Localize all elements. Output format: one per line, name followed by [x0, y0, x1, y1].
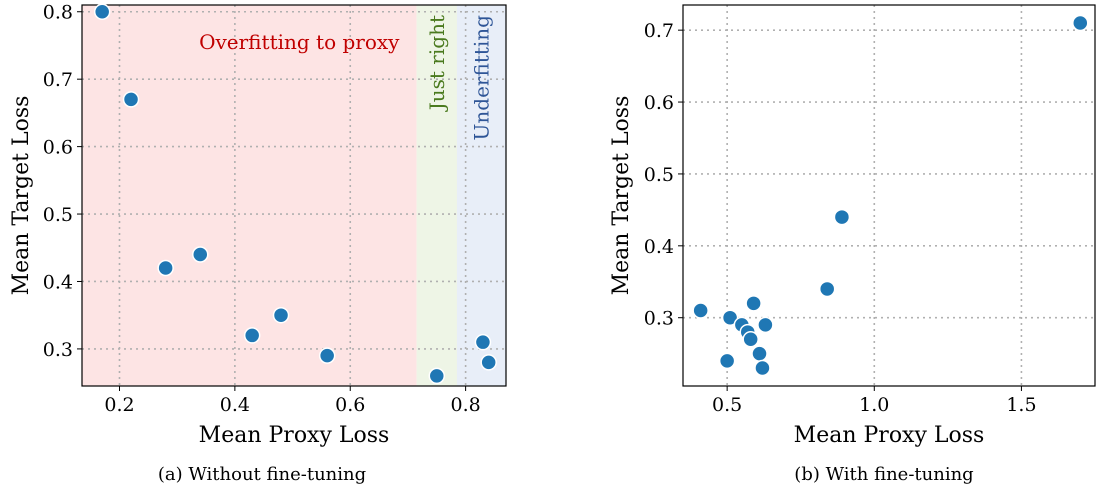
region-2 — [456, 5, 506, 386]
data-point — [474, 333, 492, 351]
chart-caption: (a) Without fine-tuning — [158, 464, 366, 485]
data-point — [721, 309, 739, 326]
y-tick-label: 0.7 — [43, 69, 73, 91]
y-tick-label: 0.5 — [43, 204, 73, 226]
y-axis-label: Mean Target Loss — [609, 96, 634, 296]
plot-frame — [81, 4, 507, 387]
data-point — [754, 359, 771, 377]
data-point — [757, 316, 774, 334]
y-tick-label: 0.5 — [644, 164, 674, 186]
data-point — [742, 331, 759, 348]
data-point — [818, 280, 836, 298]
y-tick-label: 0.7 — [644, 20, 674, 42]
data-point — [318, 347, 336, 364]
plot-frame — [682, 4, 1096, 387]
chart-caption: (b) With fine-tuning — [794, 464, 973, 485]
y-tick-label: 0.3 — [644, 308, 674, 330]
data-point — [122, 91, 140, 108]
y-tick-label: 0.3 — [43, 339, 73, 361]
chart-b: 0.5 1.0 1.5 0.3 0.4 0.5 0.6 0.7 Mean Proxy Loss M… — [609, 4, 1096, 485]
chart-a: Overfitting to proxy Just right Underfitti… — [9, 2, 507, 485]
x-axis-label: Mean Proxy Loss — [794, 423, 985, 448]
data-point — [692, 302, 709, 319]
y-tick-label: 0.8 — [43, 2, 73, 24]
region-label-1: Just right — [425, 15, 449, 112]
region-label-2: Underfitting — [469, 15, 493, 141]
region-label-0: Overfitting to proxy — [199, 30, 400, 54]
data-point — [428, 367, 446, 385]
data-point — [157, 259, 174, 277]
data-point — [751, 345, 768, 362]
data-point — [243, 327, 261, 344]
x-tick-label: 0.5 — [712, 394, 742, 416]
data-point — [1072, 14, 1089, 32]
x-tick-label: 0.8 — [451, 394, 481, 416]
data-point — [480, 354, 497, 371]
data-point — [718, 352, 736, 370]
data-point — [192, 246, 209, 263]
y-tick-label: 0.6 — [43, 137, 73, 159]
x-tick-label: 0.2 — [104, 394, 134, 416]
x-tick-label: 1.0 — [859, 394, 889, 416]
data-point — [833, 208, 851, 226]
region-0 — [82, 5, 417, 386]
data-point — [272, 306, 290, 324]
x-axis-label: Mean Proxy Loss — [199, 423, 390, 448]
x-tick-label: 0.6 — [335, 394, 365, 416]
y-axis-label: Mean Target Loss — [9, 96, 34, 296]
data-point — [93, 3, 111, 20]
y-tick-label: 0.6 — [644, 92, 674, 114]
x-tick-label: 1.5 — [1006, 394, 1036, 416]
region-1 — [416, 5, 457, 386]
y-tick-label: 0.4 — [43, 271, 73, 293]
data-point — [745, 295, 762, 312]
y-tick-label: 0.4 — [644, 236, 674, 258]
x-tick-label: 0.4 — [220, 394, 250, 416]
